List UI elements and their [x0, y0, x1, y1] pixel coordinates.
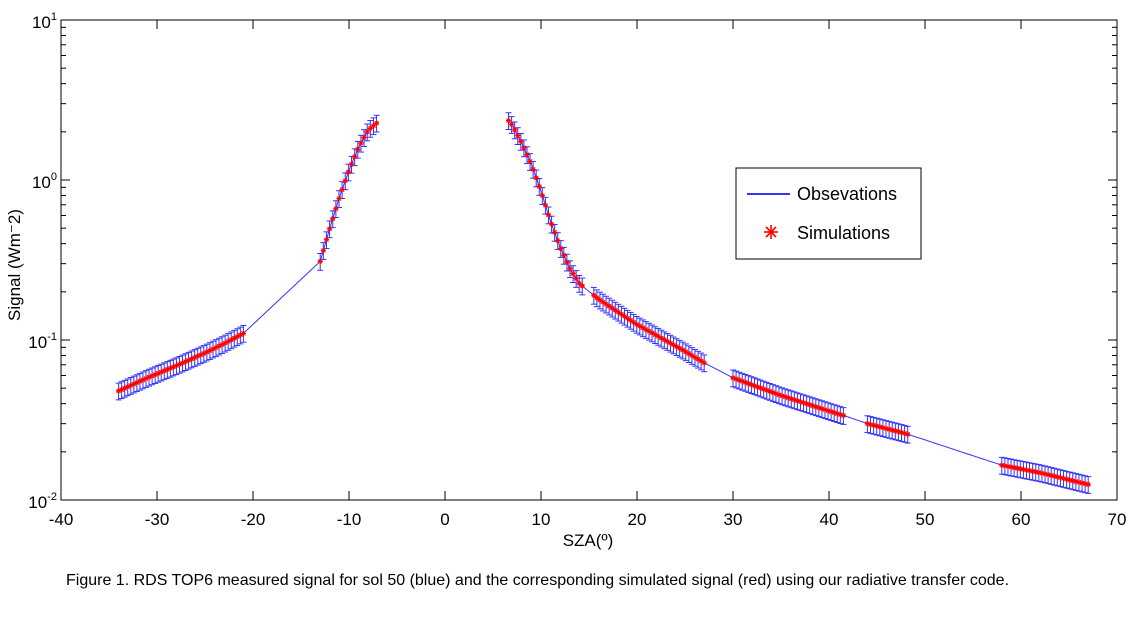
simulation-marker	[515, 133, 521, 139]
legend: Obsevations Simulations	[735, 167, 922, 260]
simulation-marker	[527, 158, 533, 165]
simulation-marker	[518, 138, 524, 144]
simulation-marker	[509, 121, 515, 128]
simulation-marker	[336, 195, 342, 202]
simulation-marker	[548, 221, 555, 227]
y-tick-label: 100	[32, 171, 57, 192]
simulation-marker	[521, 145, 527, 151]
simulation-marker	[524, 152, 530, 158]
x-tick-label: -40	[49, 510, 74, 529]
simulation-marker	[539, 192, 545, 199]
legend-label-observations: Obsevations	[797, 184, 897, 204]
simulation-marker	[594, 295, 600, 301]
simulation-marker	[317, 258, 323, 264]
simulation-marker	[1085, 481, 1091, 488]
simulation-marker	[567, 266, 573, 272]
simulation-marker	[683, 349, 689, 355]
simulation-marker	[173, 363, 180, 369]
simulation-marker	[373, 120, 380, 126]
simulation-marker	[530, 166, 536, 172]
simulation-marker	[512, 127, 518, 133]
x-tick-label: 30	[724, 510, 743, 529]
chart: -40 -30 -20 -10 0 10 20 30 40 50 60 70 10-2 10-1 100 10…	[5, 11, 1126, 550]
x-tick-label: 50	[916, 510, 935, 529]
simulation-marker	[339, 186, 345, 193]
simulation-marker	[905, 431, 911, 437]
simulation-marker	[240, 330, 246, 336]
simulation-marker	[555, 237, 561, 244]
x-tick-label: 20	[628, 510, 647, 529]
y-tick-label: 10-1	[28, 331, 57, 352]
x-tick-label: -10	[337, 510, 362, 529]
series-simulations	[116, 118, 1091, 488]
simulation-marker	[698, 358, 704, 364]
figure-caption: Figure 1. RDS TOP6 measured signal for s…	[66, 572, 1010, 589]
simulation-marker	[345, 169, 351, 175]
simulation-marker	[561, 252, 567, 258]
legend-label-simulations: Simulations	[797, 223, 890, 243]
simulation-marker	[330, 216, 336, 222]
simulation-marker	[902, 430, 908, 436]
x-tick-label: 40	[820, 510, 839, 529]
legend-swatch-simulations	[764, 225, 778, 239]
simulation-marker	[570, 271, 576, 277]
simulation-marker	[840, 412, 846, 419]
simulation-marker	[352, 154, 358, 160]
simulation-marker	[536, 183, 542, 190]
simulation-marker	[552, 229, 558, 235]
simulation-marker	[533, 175, 539, 181]
simulation-marker	[545, 212, 552, 218]
x-tick-label: 70	[1108, 510, 1127, 529]
simulation-marker	[348, 161, 355, 167]
simulation-marker	[355, 146, 361, 152]
simulation-marker	[326, 226, 333, 232]
y-tick-label: 10-2	[28, 491, 57, 512]
x-tick-label: 10	[532, 510, 551, 529]
simulation-marker	[128, 382, 134, 389]
simulation-marker	[505, 118, 512, 124]
simulation-marker	[558, 245, 564, 252]
simulation-marker	[600, 299, 606, 305]
simulation-marker	[210, 346, 216, 352]
simulation-marker	[125, 384, 131, 390]
simulation-marker	[333, 206, 339, 212]
simulation-marker	[361, 134, 367, 141]
x-tick-label: 0	[440, 510, 449, 529]
simulation-marker	[658, 335, 664, 341]
simulation-marker	[323, 237, 330, 243]
simulation-marker	[358, 140, 364, 146]
legend-box	[735, 167, 922, 260]
observation-line	[118, 121, 379, 392]
simulation-marker	[579, 283, 585, 289]
chart-axes: -40 -30 -20 -10 0 10 20 30 40 50 60 70 10-2 10-1 100 10…	[28, 11, 1126, 529]
simulation-marker	[342, 178, 348, 184]
y-tick-label: 101	[32, 11, 57, 32]
simulation-marker	[573, 275, 579, 282]
simulation-marker	[701, 360, 707, 366]
x-tick-label: -20	[241, 510, 266, 529]
plot-frame	[60, 19, 1118, 501]
simulation-marker	[364, 129, 370, 135]
y-axis-label: Signal (Wm⁻2)	[5, 209, 24, 321]
simulation-marker	[542, 202, 549, 208]
x-tick-label: -30	[145, 510, 170, 529]
simulation-marker	[748, 382, 754, 388]
simulation-marker	[564, 259, 570, 265]
x-tick-label: 60	[1012, 510, 1031, 529]
simulation-marker	[320, 247, 326, 254]
x-axis-label: SZA(º)	[563, 531, 614, 550]
